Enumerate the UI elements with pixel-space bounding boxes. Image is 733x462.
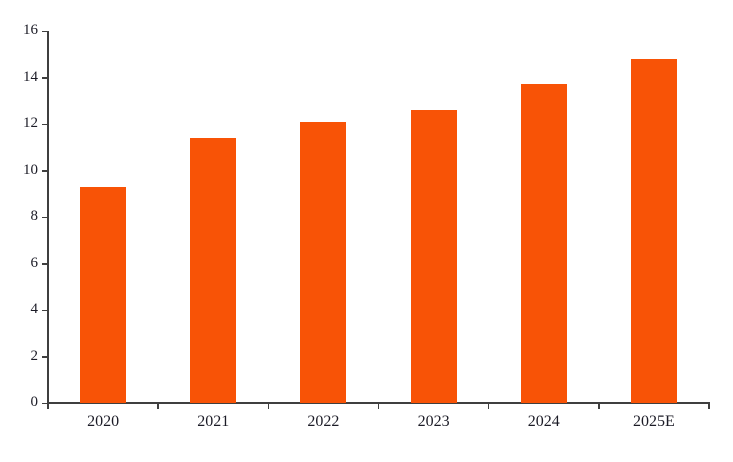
- bar-2024: [520, 84, 567, 403]
- y-tick-mark: [42, 309, 48, 311]
- y-tick-mark: [42, 263, 48, 265]
- y-tick-label: 10: [23, 161, 38, 178]
- y-tick-label: 0: [30, 394, 39, 410]
- bar-2020: [80, 186, 127, 403]
- x-category-label: 2021: [197, 413, 230, 430]
- y-tick-label: 8: [30, 208, 39, 224]
- x-tick-mark: [47, 404, 49, 409]
- y-tick-mark: [42, 356, 48, 358]
- bar-2022: [300, 121, 347, 403]
- y-tick-label: 16: [23, 22, 38, 38]
- x-tick-mark: [708, 404, 710, 409]
- y-axis: [47, 31, 49, 404]
- y-tick-mark: [42, 402, 48, 404]
- x-category-label: 2024: [527, 413, 560, 430]
- y-tick-label: 4: [30, 301, 39, 317]
- x-category-label: 2020: [87, 413, 120, 430]
- y-tick-mark: [42, 77, 48, 79]
- y-tick-mark: [42, 123, 48, 125]
- y-tick-mark: [42, 170, 48, 172]
- y-tick-label: 12: [23, 115, 38, 131]
- y-tick-label: 2: [30, 347, 39, 364]
- x-category-label: 2022: [307, 413, 340, 430]
- x-category-label: 2023: [417, 413, 450, 430]
- plot-area: [48, 31, 709, 403]
- y-tick-mark: [42, 216, 48, 218]
- x-tick-mark: [377, 404, 380, 409]
- y-tick-label: 6: [30, 254, 39, 271]
- x-category-label: 2025E: [633, 413, 675, 430]
- y-tick-label: 14: [23, 68, 38, 85]
- x-tick-mark: [598, 404, 600, 409]
- x-tick-mark: [267, 404, 270, 409]
- bar-2025E: [630, 58, 677, 403]
- y-tick-mark: [42, 30, 48, 32]
- bar-2021: [190, 137, 237, 403]
- x-tick-mark: [157, 404, 159, 409]
- x-tick-mark: [487, 404, 490, 409]
- bar-2023: [410, 110, 457, 403]
- x-axis: [47, 402, 710, 404]
